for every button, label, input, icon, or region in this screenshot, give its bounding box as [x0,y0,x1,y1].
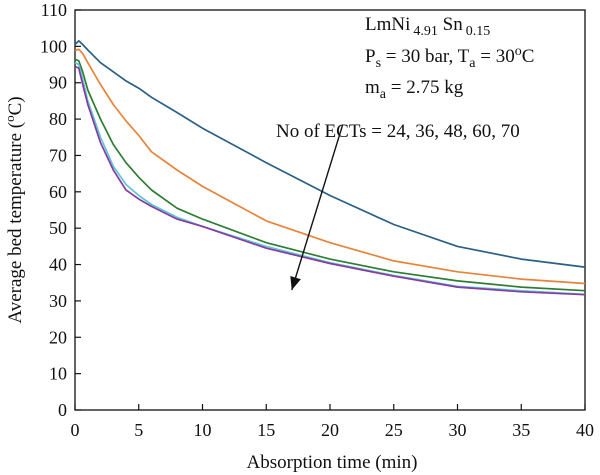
annotation-t-sup: o [515,44,522,59]
annotation-mass: ma = 2.75 kg [365,77,464,102]
y-tick-label: 50 [49,218,67,238]
y-tick-label: 30 [49,291,67,311]
arrow-head [290,275,301,290]
annotation-p-rest: = 30 bar, T [381,46,470,67]
arrow-shaft [291,124,344,291]
annotation-alloy-sub2: 0.15 [466,24,491,39]
annotation-alloy-mid: Sn [438,14,463,35]
y-tick-label: 20 [49,327,67,347]
annotation-m-rest: = 2.75 kg [386,77,464,98]
annotation-t-end: C [522,46,535,67]
x-tick-label: 0 [71,420,80,440]
plot-frame [74,9,586,411]
y-tick-label: 70 [49,145,67,165]
x-tick-label: 40 [576,420,594,440]
annotation-p-sub: s [376,56,381,71]
x-tick-label: 10 [194,420,212,440]
series-layer [74,40,586,296]
x-tick-label: 20 [321,420,339,440]
y-tick-label: 110 [41,0,67,20]
y-tick-label: 0 [58,400,67,420]
y-tick-label: 100 [40,36,67,56]
x-axis-label: Absorption time (min) [247,452,418,473]
annotation-alloy-base: LmNi [365,14,410,35]
annotation-m: m [365,77,380,98]
annotation-arrow [290,124,344,291]
plot-area [74,9,586,411]
ticks-layer: 0 5 10 15 20 25 30 35 40 0 10 20 30 40 50 60 70 80 90 100 11… [40,0,594,440]
series-line-1 [74,40,586,268]
y-tick-label: 90 [49,73,67,93]
series-line-3 [74,58,586,292]
x-tick-label: 30 [449,420,467,440]
y-axis-label-unit: C) [5,96,26,115]
x-tick-label: 35 [512,420,530,440]
series-line-5 [74,65,586,296]
annotation-conditions: Ps = 30 bar, Ta = 30oC [365,44,534,71]
annotation-t-sub: a [469,56,476,71]
y-tick-label: 80 [49,109,67,129]
y-tick-label: 40 [49,255,67,275]
y-axis-label-degree: o [2,115,17,122]
annotation-m-sub: a [380,87,387,102]
y-tick-label: 10 [49,364,67,384]
series-line-2 [74,48,586,285]
annotation-t-rest: = 30 [475,46,514,67]
y-tick-label: 60 [49,182,67,202]
annotation-ects: No of ECTs = 24, 36, 48, 60, 70 [276,121,520,142]
y-axis-label-main: Average bed temperature ( [5,122,26,324]
annotation-alloy: LmNi 4.91 Sn 0.15 [365,14,490,39]
annotation-p: P [365,46,376,67]
x-tick-label: 15 [257,420,275,440]
annotation-alloy-sub1: 4.91 [413,24,438,39]
y-axis-label: Average bed temperature (oC) [2,96,26,323]
x-tick-label: 5 [134,420,143,440]
x-tick-label: 25 [385,420,403,440]
